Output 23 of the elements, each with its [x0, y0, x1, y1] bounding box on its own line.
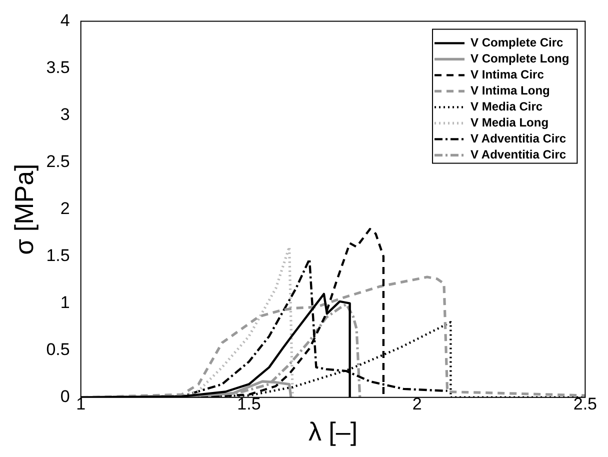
y-tick-label: 3.5 [46, 58, 70, 77]
y-tick-label: 0.5 [46, 340, 70, 360]
x-axis-title: λ [–] [308, 416, 358, 447]
legend-label: V Complete Long [470, 52, 570, 66]
y-tick-label: 4 [60, 10, 70, 30]
y-tick-label: 0 [60, 387, 70, 406]
y-tick-label: 1 [60, 293, 70, 312]
y-tick-label: 2.5 [46, 152, 70, 171]
x-tick-label: 2 [412, 394, 422, 414]
legend-label: V Intima Long [470, 84, 550, 98]
y-tick-label: 3 [60, 104, 70, 124]
legend-label: V Media Long [470, 116, 549, 130]
y-tick-label: 2 [60, 198, 70, 218]
legend-label: V Media Circ [470, 100, 543, 114]
x-tick-label: 1 [76, 394, 86, 414]
y-tick-label: 1.5 [46, 246, 70, 266]
x-tick-label: 1.5 [237, 394, 261, 414]
legend-label: V Adventitia Circ [470, 148, 566, 162]
x-tick-label: 2.5 [573, 394, 598, 414]
legend-label: V Complete Circ [470, 36, 564, 50]
legend-label: V Adventitia Circ [470, 132, 566, 146]
y-axis-title: σ [MPa] [8, 164, 39, 255]
legend-label: V Intima Circ [470, 68, 544, 82]
